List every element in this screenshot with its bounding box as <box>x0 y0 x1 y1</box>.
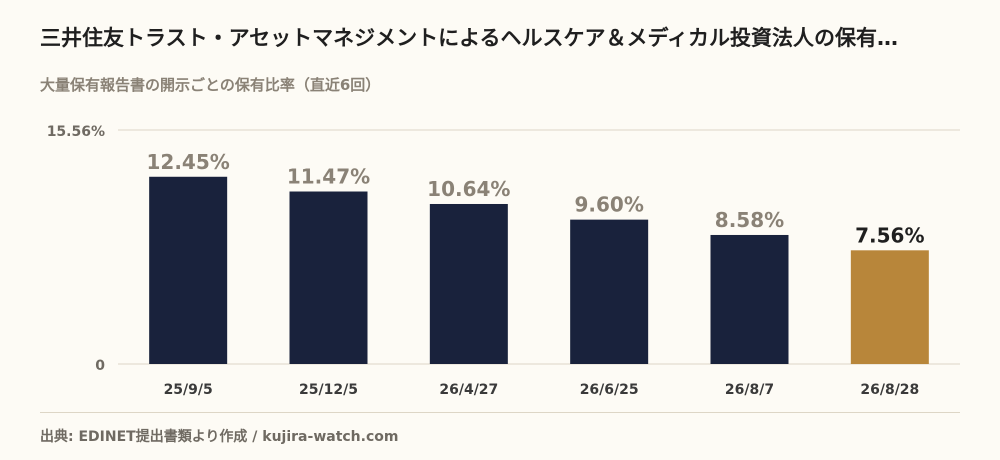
bar-value-label: 12.45% <box>147 150 230 174</box>
bar-value-label: 10.64% <box>427 177 510 201</box>
x-tick-label: 25/9/5 <box>164 382 213 398</box>
bar <box>289 191 368 364</box>
bar <box>850 250 929 364</box>
y-tick-label: 0 <box>95 358 105 374</box>
bar-value-label: 11.47% <box>287 165 370 189</box>
y-tick-label: 15.56% <box>47 124 105 140</box>
bar-value-label: 8.58% <box>715 208 784 232</box>
source-note: 出典: EDINET提出書類より作成 / kujira-watch.com <box>40 429 399 445</box>
bar <box>570 219 649 364</box>
bar-value-label: 7.56% <box>855 223 924 247</box>
x-tick-label: 25/12/5 <box>299 382 358 398</box>
x-tick-label: 26/8/7 <box>725 382 774 398</box>
x-tick-label: 26/6/25 <box>580 382 639 398</box>
bar-value-label: 9.60% <box>574 193 643 217</box>
chart-subtitle: 大量保有報告書の開示ごとの保有比率（直近6回） <box>40 76 381 94</box>
x-tick-label: 26/8/28 <box>860 382 919 398</box>
x-tick-label: 26/4/27 <box>439 382 498 398</box>
chart-title: 三井住友トラスト・アセットマネジメントによるヘルスケア＆メディカル投資法人の保有… <box>40 26 899 50</box>
bar <box>429 203 508 364</box>
bar <box>710 234 789 364</box>
footer-divider <box>40 412 960 413</box>
bar <box>149 176 228 364</box>
